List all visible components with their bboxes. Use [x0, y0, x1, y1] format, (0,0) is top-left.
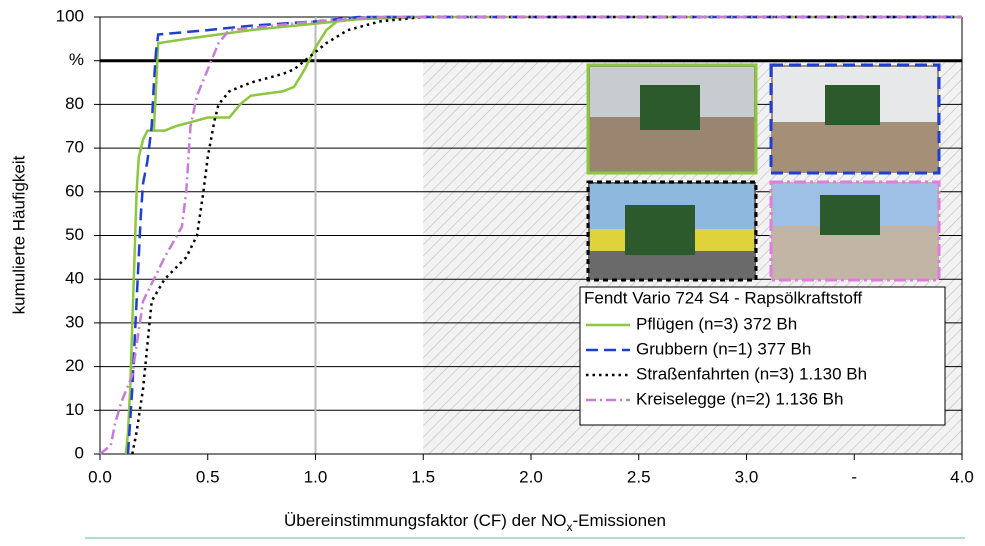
y-tick-label: 100: [56, 6, 84, 25]
x-tick-label: -: [851, 467, 857, 486]
x-axis-label-part: -Emissionen: [572, 511, 666, 530]
x-tick-label: 1.0: [304, 467, 328, 486]
photos: [586, 63, 941, 282]
legend-label: Grubbern (n=1) 377 Bh: [636, 339, 811, 358]
photo-tractor: [625, 205, 695, 255]
y-tick-label: %: [69, 50, 84, 69]
y-tick-label: 60: [65, 181, 84, 200]
series-line: [99, 15, 962, 455]
legend-label: Straßenfahrten (n=3) 1.130 Bh: [636, 364, 867, 383]
legend-box: [579, 286, 946, 426]
y-tick-label: 0: [75, 443, 84, 462]
x-tick-label: 0.5: [196, 467, 220, 486]
legend-title: Fendt Vario 724 S4 - Rapsölkraftstoff: [584, 288, 862, 307]
y-tick-label: 10: [65, 400, 84, 419]
y-tick-label: 20: [65, 356, 84, 375]
photo-tractor: [640, 85, 700, 130]
y-tick-label: 50: [65, 225, 84, 244]
photo-tractor: [825, 85, 880, 125]
y-tick-label: 30: [65, 312, 84, 331]
legend-label: Pflügen (n=3) 372 Bh: [636, 314, 797, 333]
x-axis-label: Übereinstimmungsfaktor (CF) der NOx-Emis…: [284, 511, 666, 534]
photo-tractor: [820, 195, 880, 235]
x-tick-label: 2.5: [627, 467, 651, 486]
y-axis-label: kumulierte Häufigkeit: [9, 155, 28, 314]
legend-label: Kreiselegge (n=2) 1.136 Bh: [636, 389, 843, 408]
x-tick-label: 2.0: [519, 467, 543, 486]
x-tick-label: 1.5: [411, 467, 435, 486]
x-tick-label: 0.0: [88, 467, 112, 486]
x-tick-label: 3.0: [735, 467, 759, 486]
series-line: [126, 15, 962, 455]
x-axis-label-sub: x: [566, 520, 572, 534]
y-tick-label: 40: [65, 269, 84, 288]
series-line: [131, 15, 962, 455]
legend: Fendt Vario 724 S4 - Rapsölkraftstoff Pf…: [579, 286, 946, 426]
x-tick-label: 4.0: [950, 467, 974, 486]
x-axis-label-part: Übereinstimmungsfaktor (CF) der NO: [284, 511, 566, 530]
y-tick-label: 80: [65, 94, 84, 113]
y-tick-label: 70: [65, 138, 84, 157]
